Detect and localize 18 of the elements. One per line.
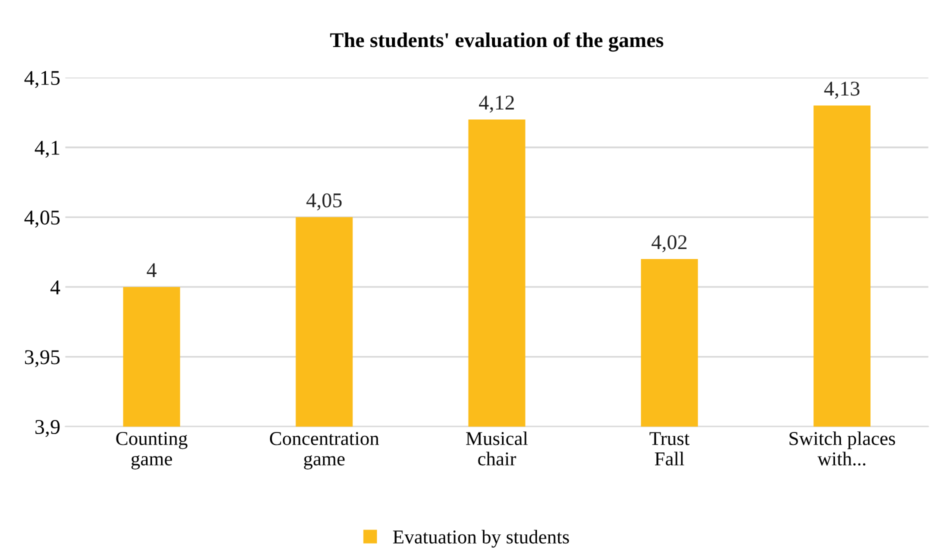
legend-label: Evatuation by students — [393, 530, 569, 548]
y-tick-label: 3,95 — [24, 350, 60, 368]
x-tick-label: Trust Fall — [650, 432, 690, 466]
data-label: 4,12 — [479, 96, 514, 113]
data-label: 4,05 — [306, 193, 342, 210]
x-tick-label: Switch places with... — [790, 431, 896, 466]
chart-title: The students' evaluation of the games — [330, 32, 664, 52]
y-tick-label: 4,15 — [24, 71, 60, 88]
data-label: 4,02 — [652, 235, 687, 252]
data-label: 4 — [146, 263, 156, 277]
y-tick-label: 3,9 — [35, 420, 60, 438]
y-tick-label: 4,1 — [34, 140, 60, 158]
data-label: 4,13 — [824, 82, 860, 99]
x-tick-label: Concentration game — [270, 432, 379, 470]
x-tick-label: Musical chair — [466, 431, 528, 466]
x-tick-label: Counting game — [116, 432, 188, 470]
y-tick-label: 4,05 — [24, 210, 60, 228]
y-tick-label: 4 — [50, 280, 60, 294]
